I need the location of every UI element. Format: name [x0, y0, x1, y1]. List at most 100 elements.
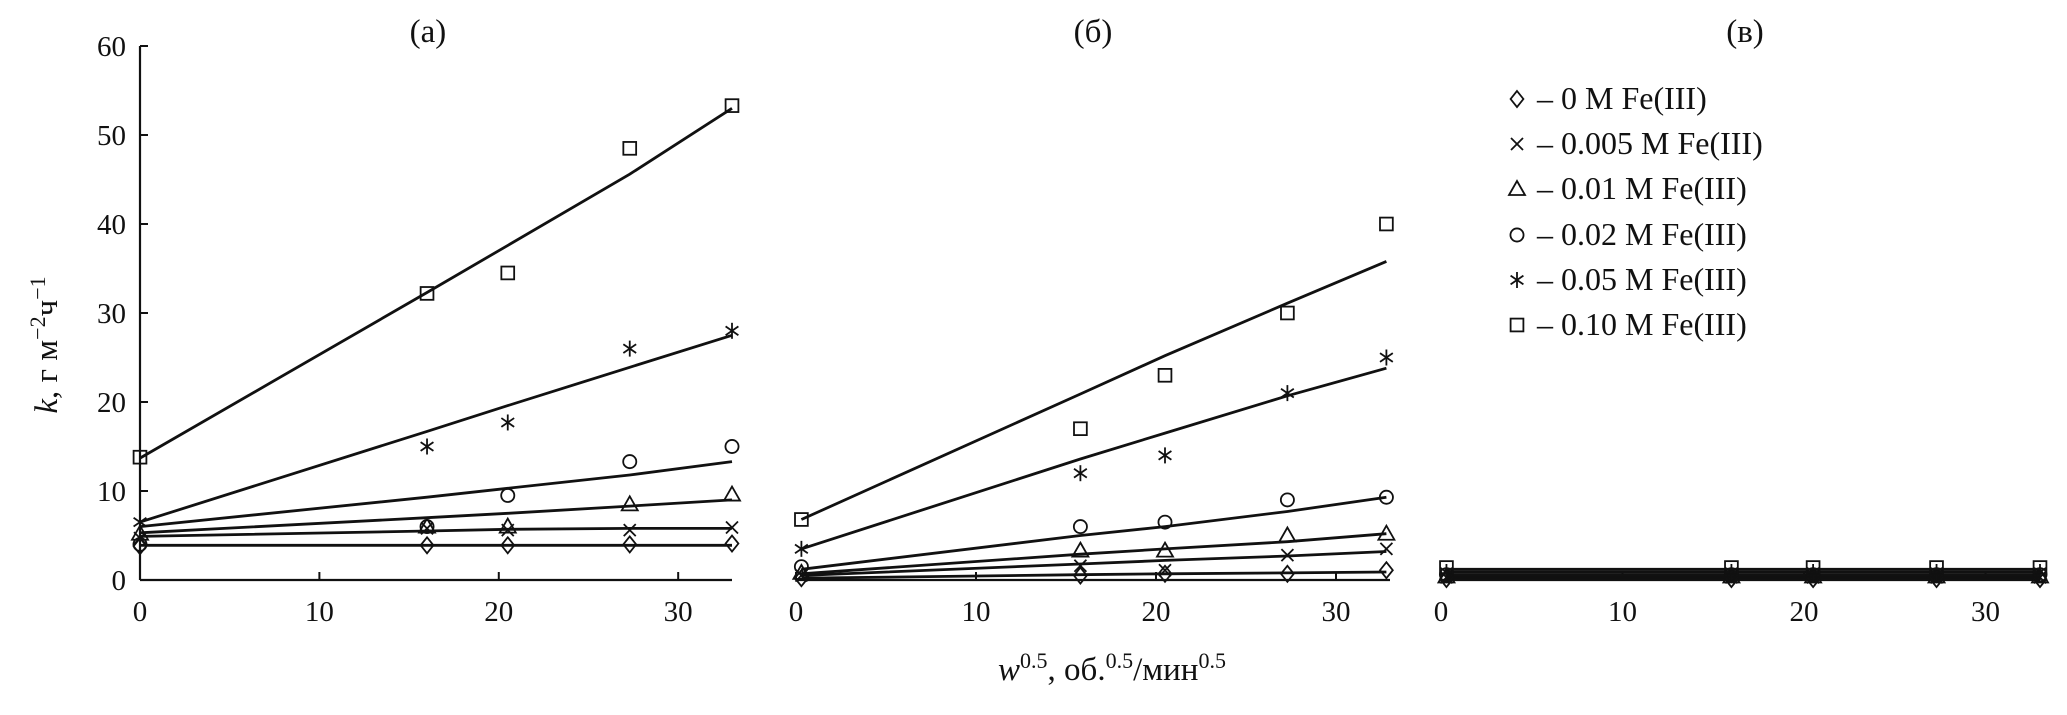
data-point-diamond [1378, 560, 1394, 580]
data-point-cross [1073, 559, 1088, 573]
data-point-circle [132, 536, 148, 552]
fit-line-triangle [801, 532, 1387, 576]
data-point-square [500, 265, 516, 281]
data-point-square [1157, 367, 1173, 383]
fit-line-triangle [139, 498, 733, 535]
y-tick-label: 20 [97, 387, 126, 419]
data-point-cross [1379, 542, 1394, 556]
data-point-triangle [722, 484, 742, 502]
data-point-square [794, 512, 809, 527]
data-point-asterisk [1158, 447, 1172, 464]
legend-label: – 0.01 M Fe(III) [1536, 170, 1747, 206]
fit-line-square [800, 260, 1387, 521]
data-point-square [1439, 560, 1454, 575]
data-point-circle [622, 454, 638, 470]
fit-line-asterisk [139, 333, 733, 524]
fit-line-circle [801, 495, 1387, 571]
data-point-square [1929, 560, 1944, 575]
asterisk-icon [1510, 272, 1524, 288]
cross-icon [1510, 137, 1524, 151]
data-point-cross [725, 520, 739, 535]
square-icon [1509, 317, 1525, 333]
legend-item-0: – 0 M Fe(III) [1509, 80, 1707, 116]
fit-line-cross [139, 527, 732, 538]
data-point-cross [1280, 548, 1295, 562]
legend-label: – 0 M Fe(III) [1536, 80, 1707, 116]
legend-marker-diamond [1509, 89, 1525, 109]
x-axis-title: w0.5, об.0.5/мин0.5 [998, 648, 1226, 689]
data-point-cross [1158, 563, 1172, 577]
data-point-asterisk [500, 414, 515, 431]
y-tick-label: 30 [97, 298, 126, 330]
data-point-circle [419, 519, 435, 535]
data-point-square [1280, 305, 1295, 321]
data-point-square [1073, 421, 1088, 436]
data-point-square [1805, 560, 1821, 575]
data-point-square [1379, 216, 1394, 232]
data-point-asterisk [1280, 385, 1295, 402]
triangle-icon [1507, 179, 1527, 196]
fit-line-square [139, 107, 733, 460]
data-point-triangle [1155, 540, 1175, 558]
legend-label: – 0.02 M Fe(III) [1536, 216, 1747, 252]
data-point-square [622, 141, 638, 156]
data-point-circle [1279, 492, 1295, 508]
data-point-triangle [1277, 525, 1297, 543]
legend-marker-circle [1509, 227, 1525, 243]
legend-label: – 0.10 M Fe(III) [1536, 306, 1747, 342]
circle-icon [1509, 227, 1525, 243]
panel-title-a: (a) [410, 14, 447, 50]
data-point-circle [1072, 519, 1088, 535]
legend-marker-triangle [1507, 179, 1527, 196]
legend: – 0 M Fe(III) – 0.005 M Fe(III) – 0.01 M… [1507, 80, 1763, 342]
y-tick-label: 50 [97, 120, 126, 152]
x-tick-label: 20 [1790, 596, 1819, 628]
data-point-diamond [1157, 564, 1173, 584]
legend-marker-square [1509, 317, 1525, 333]
data-point-square [2032, 560, 2048, 575]
data-point-asterisk [133, 514, 147, 531]
data-point-asterisk [1379, 349, 1394, 366]
x-tick-label: 0 [789, 596, 804, 628]
panel-a: (a) 0 10 20 30 0 10 20 30 40 50 60 [97, 14, 742, 628]
legend-item-2: – 0.01 M Fe(III) [1507, 170, 1747, 206]
data-point-diamond [1072, 566, 1088, 585]
data-point-triangle [1070, 540, 1090, 558]
x-tick-label: 0 [133, 596, 148, 628]
panel-b: (б) 0 10 20 30 [789, 14, 1396, 628]
x-tick-label: 30 [664, 596, 693, 628]
data-point-asterisk [794, 540, 809, 557]
legend-item-5: – 0.10 M Fe(III) [1509, 306, 1747, 342]
panel-c: (в) 0 10 20 30 [1434, 14, 2050, 628]
data-point-circle [500, 487, 516, 503]
data-point-circle [1378, 489, 1394, 505]
legend-marker-cross [1510, 137, 1524, 151]
data-point-circle [793, 559, 809, 575]
y-axis-title: k, г м−2ч−1 [25, 276, 66, 413]
data-point-asterisk [622, 340, 637, 357]
x-tick-label: 0 [1434, 596, 1449, 628]
legend-item-3: – 0.02 M Fe(III) [1509, 216, 1747, 252]
x-tick-label: 20 [1142, 596, 1171, 628]
data-point-diamond [622, 534, 638, 554]
data-point-asterisk [725, 322, 739, 339]
data-point-diamond [500, 535, 516, 555]
fit-line-asterisk [800, 366, 1387, 551]
data-point-circle [724, 439, 740, 454]
data-point-diamond [724, 534, 740, 553]
fit-line-diamond [801, 570, 1387, 580]
data-point-triangle [620, 494, 640, 512]
data-point-triangle [130, 523, 150, 541]
data-point-asterisk [1073, 465, 1088, 482]
panel-title-c: (в) [1726, 14, 1764, 50]
data-point-square [724, 98, 740, 113]
x-tick-label: 10 [962, 596, 991, 628]
data-point-cross [623, 523, 637, 537]
x-tick-label: 30 [1322, 596, 1351, 628]
x-tick-label: 10 [305, 596, 334, 628]
y-tick-label: 60 [97, 31, 126, 63]
x-tick-label: 20 [484, 596, 513, 628]
y-tick-label: 10 [97, 476, 126, 508]
x-tick-label: 30 [1971, 596, 2000, 628]
